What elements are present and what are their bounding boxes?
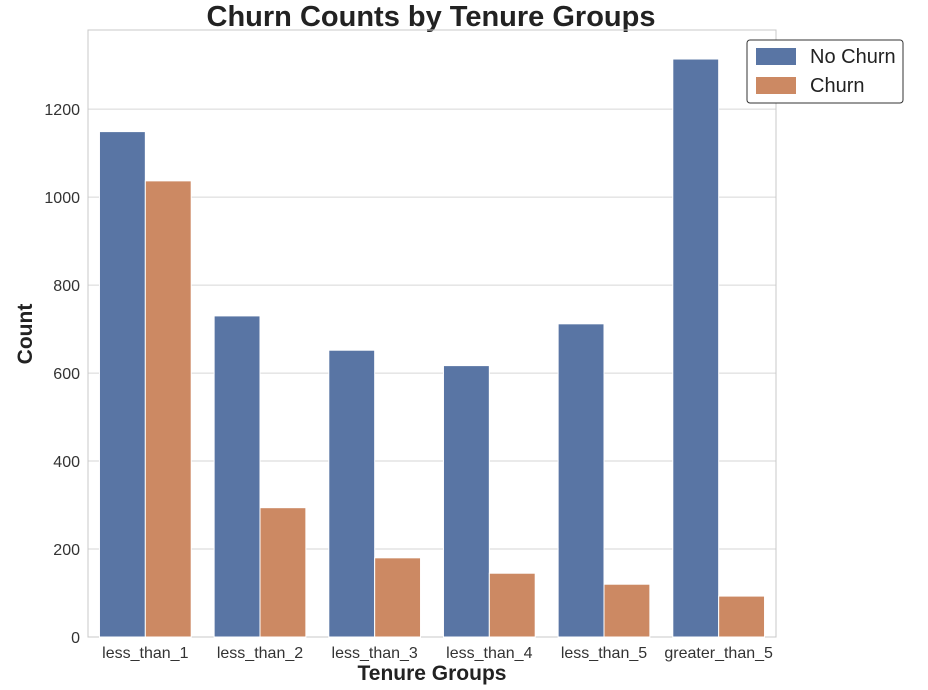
x-tick-label: less_than_1: [102, 645, 188, 662]
y-tick-label: 1000: [44, 190, 80, 207]
plot-frame: [87, 29, 777, 638]
y-tick-label: 400: [53, 454, 80, 471]
x-axis-label: Tenure Groups: [358, 662, 507, 685]
bar: [488, 572, 536, 638]
bars-layer: [98, 58, 766, 638]
legend-items: No Churn Churn: [756, 46, 896, 97]
y-tick-label: 1200: [44, 102, 80, 119]
legend-swatch: [756, 77, 796, 94]
y-tick-label: 800: [53, 278, 80, 295]
y-tick-label: 600: [53, 366, 80, 383]
legend: No Churn Churn: [746, 39, 904, 104]
legend-label: No Churn: [810, 46, 896, 68]
grid-layer: [88, 108, 776, 638]
legend-label: Churn: [810, 75, 864, 97]
chart-title: Churn Counts by Tenure Groups: [207, 1, 656, 33]
legend-swatch: [756, 48, 796, 65]
x-tick-labels: less_than_1 less_than_2 less_than_3 less_th…: [102, 645, 773, 662]
bar: [328, 349, 376, 638]
bar: [718, 595, 766, 638]
bar: [442, 365, 490, 638]
y-tick-label: 200: [53, 542, 80, 559]
bar: [259, 507, 307, 638]
y-tick-labels: 0 200 400 600 800 1000 1200: [44, 102, 80, 647]
x-tick-label: less_than_5: [561, 645, 647, 662]
y-axis-label: Count: [14, 304, 37, 365]
bar: [374, 557, 422, 638]
bar: [98, 131, 146, 638]
bar: [603, 583, 651, 638]
y-tick-label: 0: [71, 630, 80, 647]
x-tick-label: less_than_2: [217, 645, 303, 662]
x-tick-label: less_than_3: [332, 645, 418, 662]
bar: [557, 323, 605, 638]
x-tick-label: greater_than_5: [664, 645, 773, 662]
bar: [213, 315, 261, 638]
bar: [672, 58, 720, 638]
bar: [144, 180, 192, 638]
x-tick-label: less_than_4: [446, 645, 532, 662]
